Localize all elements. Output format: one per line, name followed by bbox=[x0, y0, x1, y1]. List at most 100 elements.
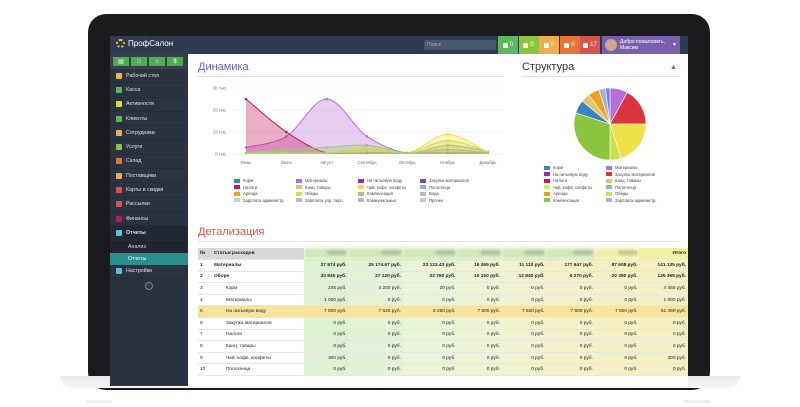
legend-item[interactable]: Налоги bbox=[544, 178, 606, 183]
sidebar-item-finance[interactable]: Финансы bbox=[110, 212, 188, 227]
legend-item[interactable]: Зарплата администр. bbox=[606, 198, 668, 203]
table-row[interactable]: 6 Закупка материалов 0 руб. 0 руб. 0 руб. 0 р… bbox=[198, 317, 688, 330]
column-header[interactable]: XXXXXX bbox=[348, 248, 403, 261]
sidebar-item-warehouse[interactable]: Склад bbox=[110, 155, 188, 170]
data-point[interactable] bbox=[285, 130, 288, 134]
data-point[interactable] bbox=[446, 139, 449, 143]
column-header[interactable]: XXXXXX bbox=[501, 248, 547, 261]
search-input[interactable]: Поиск bbox=[424, 40, 496, 50]
legend-item[interactable]: Аренда bbox=[234, 191, 296, 196]
data-point[interactable] bbox=[446, 148, 449, 151]
data-point[interactable] bbox=[365, 143, 369, 147]
data-point[interactable] bbox=[406, 151, 409, 155]
sidebar-item-staff[interactable]: Сотрудники bbox=[110, 126, 188, 141]
table-row[interactable]: 8 Канц. товары 0 руб. 0 руб. 0 руб. 0 руб. 0 р… bbox=[198, 340, 688, 353]
wallet-icon[interactable]: ▤ bbox=[113, 57, 129, 66]
user-menu[interactable]: Добро пожаловать, Максим ▼ bbox=[602, 36, 680, 54]
data-point[interactable] bbox=[325, 151, 328, 155]
window-icon[interactable]: □ bbox=[131, 57, 147, 66]
sidebar-item-reports[interactable]: Отчеты bbox=[110, 226, 188, 241]
data-point[interactable] bbox=[486, 151, 490, 155]
legend-item[interactable]: Прочее bbox=[420, 198, 482, 203]
legend-item[interactable]: Компенсация bbox=[358, 191, 420, 196]
legend-item[interactable]: Полотенца bbox=[420, 185, 482, 190]
legend-item[interactable]: Обеды bbox=[296, 191, 358, 196]
table-row[interactable]: 4 Материалы 1 000 руб. 0 руб. 0 руб. 0 руб. 0 … bbox=[198, 294, 688, 307]
plus-icon[interactable]: 0 bbox=[518, 36, 539, 54]
pie-slice[interactable] bbox=[573, 112, 611, 161]
column-header[interactable]: XXXXXX bbox=[546, 248, 595, 261]
sidebar-subitem[interactable]: Отчеты bbox=[110, 252, 188, 265]
column-header[interactable]: XXXXXX bbox=[402, 248, 458, 261]
legend-item[interactable]: Чай, кофе, конфеты bbox=[544, 185, 606, 190]
collapse-structure-icon[interactable]: ▲ bbox=[670, 64, 677, 71]
sidebar-subitem[interactable]: Анализ bbox=[110, 240, 188, 253]
data-point[interactable] bbox=[365, 135, 369, 138]
column-header[interactable]: XXXXXX bbox=[594, 248, 640, 261]
data-point[interactable] bbox=[285, 135, 288, 138]
legend-item[interactable]: Полотенца bbox=[606, 185, 668, 190]
data-point[interactable] bbox=[325, 97, 328, 101]
legend-item[interactable]: Закупка материалов bbox=[420, 178, 482, 183]
column-header[interactable]: XXXXXX bbox=[303, 248, 349, 261]
sidebar-item-settings[interactable]: Настройки bbox=[110, 265, 188, 279]
sidebar-item-services[interactable]: Услуги bbox=[110, 140, 188, 155]
data-point[interactable] bbox=[244, 146, 248, 149]
legend-item[interactable]: Вода bbox=[420, 191, 482, 196]
mail-icon[interactable]: 0 bbox=[498, 36, 518, 54]
legend-item[interactable]: Корм bbox=[234, 178, 296, 183]
data-point[interactable] bbox=[446, 132, 449, 136]
app-logo[interactable]: ПрофСалон bbox=[116, 39, 173, 48]
pie-slice[interactable] bbox=[609, 123, 647, 159]
legend-item[interactable]: Канц. товары bbox=[606, 178, 668, 183]
legend-item[interactable]: Материалы bbox=[296, 178, 358, 183]
sidebar-item-mailing[interactable]: Рассылки bbox=[110, 198, 188, 212]
table-row[interactable]: 5 На питьевую воду 7 500 руб. 7 620 руб. 6 2… bbox=[198, 305, 688, 319]
legend-item[interactable]: Корм bbox=[544, 165, 606, 170]
sidebar-item-desktop[interactable]: Рабочий стол bbox=[110, 69, 188, 84]
column-header[interactable]: № bbox=[198, 248, 212, 261]
sidebar-item-cards[interactable]: Карты и скидки bbox=[110, 183, 188, 198]
alarm-icon[interactable]: 0 bbox=[539, 36, 559, 54]
legend-item[interactable]: Зарплата упр. перс. bbox=[296, 198, 358, 203]
collapse-sidebar-icon[interactable]: ‹ bbox=[145, 281, 153, 290]
data-point[interactable] bbox=[446, 151, 449, 155]
data-point[interactable] bbox=[365, 148, 369, 151]
legend-item[interactable]: На питьевую воду bbox=[544, 172, 606, 177]
legend-item[interactable]: Зарплата администр. bbox=[234, 198, 296, 203]
data-point[interactable] bbox=[285, 148, 288, 151]
table-row[interactable]: 2 Оборе 33 845 руб. 27 120 руб. 22 760 руб. 1… bbox=[198, 271, 688, 284]
gift-icon[interactable]: 17 bbox=[580, 36, 600, 54]
table-row[interactable]: 3 Корм 245 руб. 4 200 руб. 20 руб. 0 руб. 0 ру… bbox=[198, 282, 688, 295]
home-icon[interactable]: ⌂ bbox=[149, 57, 165, 66]
legend-item[interactable]: Аренда bbox=[544, 191, 606, 196]
data-point[interactable] bbox=[365, 146, 369, 149]
dollar-icon[interactable]: $ bbox=[167, 57, 183, 66]
legend-item[interactable]: Материалы bbox=[606, 165, 668, 170]
sidebar-item-activity[interactable]: Активности bbox=[110, 98, 188, 112]
data-point[interactable] bbox=[365, 151, 369, 155]
column-header[interactable]: Итого bbox=[639, 248, 688, 261]
bell-icon[interactable]: 0 bbox=[559, 36, 580, 54]
column-header[interactable]: XXXXXX bbox=[457, 248, 502, 261]
legend-item[interactable]: Закупка материалов bbox=[606, 172, 668, 177]
legend-item[interactable]: Коммунальные bbox=[358, 198, 420, 203]
sidebar-item-suppliers[interactable]: Поставщики bbox=[110, 169, 188, 184]
legend-item[interactable]: На питьевую воду bbox=[358, 178, 420, 183]
table-row[interactable]: 10 Полотенца 0 руб. 0 руб. 0 руб. 0 руб. 0 руб… bbox=[198, 363, 688, 377]
legend-item[interactable]: Чай, кофе, конфеты bbox=[358, 185, 420, 190]
column-header[interactable]: Статьи расходов bbox=[211, 248, 304, 261]
table-row[interactable]: 9 Чай, кофе, конфеты 300 руб. 0 руб. 0 руб. 0… bbox=[198, 352, 688, 365]
data-point[interactable] bbox=[446, 143, 449, 147]
table-row[interactable]: 1 Материалы 27 874 руб. 25 174.67 руб. 23 12… bbox=[198, 259, 688, 272]
data-point[interactable] bbox=[325, 146, 328, 149]
data-point[interactable] bbox=[244, 151, 248, 155]
data-point[interactable] bbox=[244, 97, 248, 101]
legend-item[interactable]: Обеды bbox=[606, 191, 668, 196]
legend-item[interactable]: Компенсация bbox=[544, 198, 606, 203]
sidebar-item-clients[interactable]: Клиенты bbox=[110, 112, 188, 127]
legend-item[interactable]: Налоги bbox=[234, 185, 296, 190]
table-row[interactable]: 7 Налоги 0 руб. 0 руб. 0 руб. 0 руб. 0 руб. 0 р… bbox=[198, 329, 688, 342]
pie-slice[interactable] bbox=[605, 87, 611, 125]
sidebar-item-cash[interactable]: Касса bbox=[110, 83, 188, 98]
